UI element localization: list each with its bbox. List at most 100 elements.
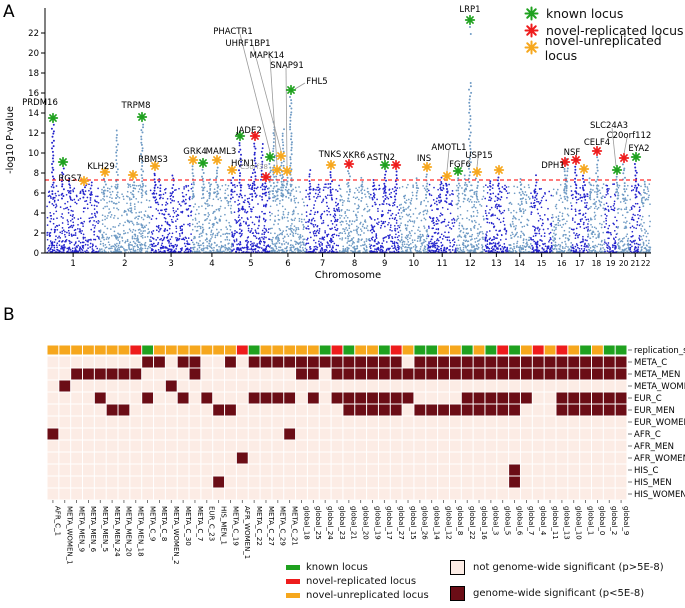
x-tick-label: 12 — [465, 259, 476, 269]
heatmap-cell — [390, 416, 402, 428]
heatmap-cell — [355, 440, 367, 452]
heatmap-cell — [319, 380, 331, 392]
locus-asterisk-CELF4 — [591, 145, 603, 157]
heatmap-cell — [71, 452, 83, 464]
heatmap-cell — [130, 464, 142, 476]
heatmap-cell — [414, 464, 426, 476]
heatmap-cell — [603, 380, 615, 392]
heatmap-cell — [248, 392, 260, 404]
heatmap-cell — [307, 464, 319, 476]
heatmap-cell — [485, 428, 497, 440]
heatmap-cell — [544, 392, 556, 404]
column-label-global_5: global_5 — [504, 506, 512, 535]
locus-label-DPH1: DPH1 — [541, 161, 564, 171]
heatmap-cell — [236, 380, 248, 392]
heatmap-cell — [449, 356, 461, 368]
heatmap-row-AFR_C — [47, 428, 627, 440]
asterisk-glyph — [524, 23, 539, 38]
heatmap-cell — [225, 488, 236, 500]
heatmap-cell — [390, 440, 402, 452]
heatmap-cell — [213, 452, 225, 464]
locus-label-ASTN2: ASTN2 — [367, 153, 395, 163]
heatmap-cell — [473, 476, 485, 488]
heatmap-cell — [272, 380, 284, 392]
heatmap-cell — [213, 380, 225, 392]
heatmap-cell — [532, 428, 544, 440]
heatmap-cell — [94, 368, 106, 380]
column-label-global_19: global_19 — [373, 506, 381, 540]
locus-asterisk-chr17 — [578, 163, 590, 175]
heatmap-cell — [603, 428, 615, 440]
heatmap-cell — [59, 380, 71, 392]
heatmap-cell — [71, 368, 83, 380]
heatmap-cell — [591, 392, 603, 404]
heatmap-row-AFR_WOMEN — [47, 452, 627, 464]
heatmap-cell — [449, 368, 461, 380]
heatmap-cell — [177, 404, 189, 416]
heatmap-cell — [272, 476, 284, 488]
heatmap-cell — [225, 404, 236, 416]
y-tick-label: 0 — [34, 249, 39, 259]
x-tick-label: 10 — [408, 259, 419, 269]
replication-status-cell — [236, 345, 248, 355]
heatmap-cell — [130, 404, 142, 416]
replication-status-cell — [509, 345, 520, 355]
heatmap-cell — [414, 368, 426, 380]
heatmap-cell — [378, 428, 390, 440]
heatmap-row-labels: replication_status META_C META_MEN META_WOM… — [628, 346, 685, 500]
heatmap-cell — [402, 392, 414, 404]
heatmap-cell — [106, 428, 118, 440]
heatmap-cell — [59, 440, 71, 452]
heatmap-cell — [189, 404, 201, 416]
heatmap-cell — [544, 368, 556, 380]
heatmap-cell — [556, 488, 568, 500]
heatmap-cell — [319, 428, 331, 440]
heatmap-cell — [580, 428, 591, 440]
heatmap-cell — [378, 440, 390, 452]
heatmap-cell — [449, 392, 461, 404]
heatmap-cell — [59, 428, 71, 440]
heatmap-cell — [47, 428, 59, 440]
heatmap-cell — [165, 380, 177, 392]
heatmap-column-labels: AFR_C_1 META_WOMEN_1 META_MEN_9 META_MEN_6 M… — [52, 500, 630, 565]
heatmap-cell — [189, 416, 201, 428]
heatmap-cell — [118, 440, 130, 452]
heatmap-cell — [142, 404, 154, 416]
heatmap-cell — [591, 476, 603, 488]
heatmap-cell — [343, 428, 355, 440]
heatmap-cell — [485, 476, 497, 488]
heatmap-cell — [615, 464, 627, 476]
heatmap-cell — [83, 416, 94, 428]
heatmap-cell — [438, 464, 449, 476]
heatmap-cell — [94, 452, 106, 464]
heatmap-cell — [485, 380, 497, 392]
heatmap-cell — [390, 428, 402, 440]
heatmap-cell — [414, 380, 426, 392]
column-label-global_22: global_22 — [468, 506, 476, 540]
column-label-global_7: global_7 — [527, 506, 535, 535]
heatmap-cell — [568, 392, 580, 404]
x-tick-label: 21 — [630, 259, 640, 268]
heatmap-cell — [284, 464, 296, 476]
legend-label: novel-unreplicated locus — [306, 589, 429, 601]
column-label-global_17: global_17 — [385, 506, 393, 540]
heatmap-cell — [118, 356, 130, 368]
y-axis-title: -log10 P-value — [5, 106, 16, 174]
column-label-global_10: global_10 — [575, 506, 583, 540]
replication-status-cell — [591, 345, 603, 355]
heatmap-cell — [201, 416, 213, 428]
heatmap-cell — [319, 368, 331, 380]
heatmap-cell — [544, 416, 556, 428]
heatmap-svg: replication_status META_C META_MEN META_WOM… — [47, 345, 685, 565]
x-tick-label: 15 — [537, 259, 547, 268]
heatmap-cell — [390, 368, 402, 380]
column-label-global_20: global_20 — [361, 506, 369, 540]
heatmap-cell — [497, 440, 509, 452]
heatmap-cell — [260, 452, 272, 464]
heatmap-cell — [449, 464, 461, 476]
replication-status-cell — [94, 345, 106, 355]
replication-status-cell — [319, 345, 331, 355]
heatmap-cell — [520, 464, 532, 476]
heatmap-cell — [367, 428, 378, 440]
